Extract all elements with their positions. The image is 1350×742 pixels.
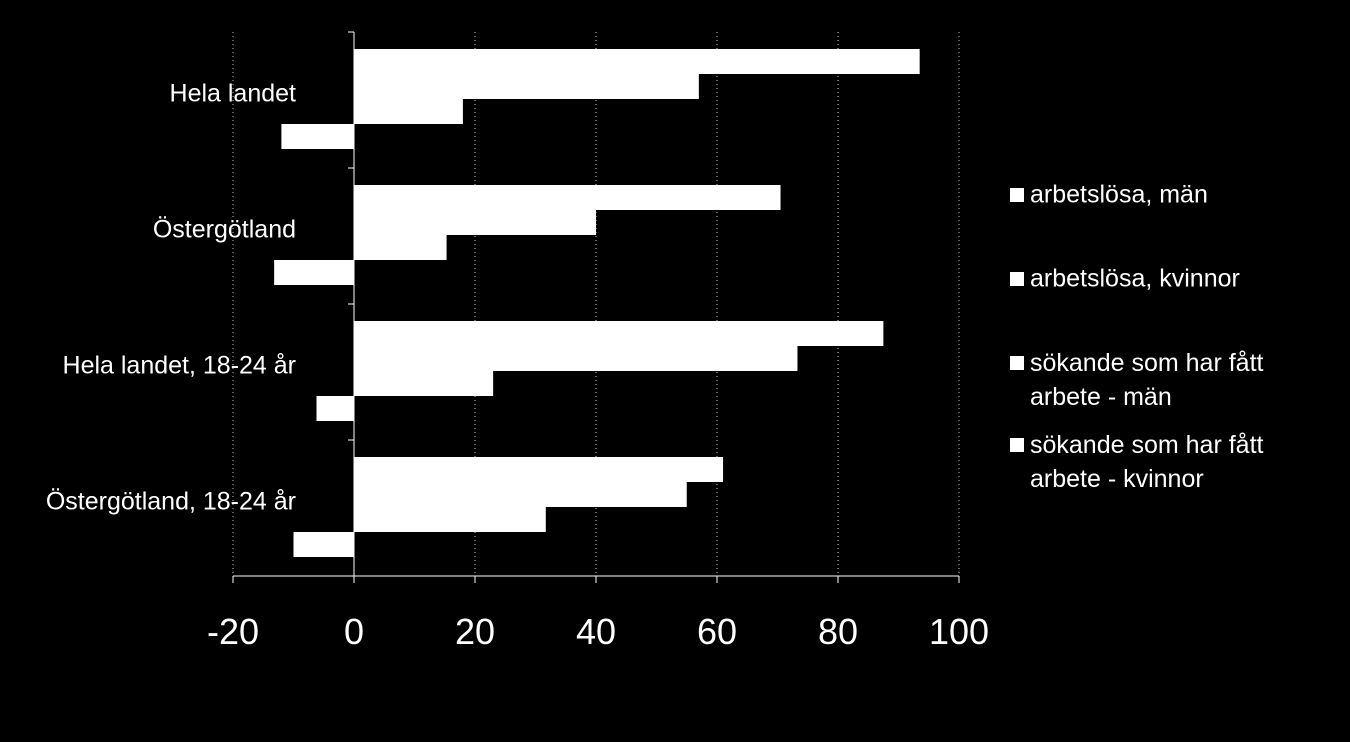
legend-label: arbetslösa, män [1030, 181, 1208, 209]
bar [354, 321, 884, 346]
bar [354, 457, 724, 482]
legend-label: sökande som har fått arbete - män [1030, 349, 1264, 411]
x-tick-label: -20 [207, 611, 259, 652]
bar [274, 260, 354, 285]
x-tick-label: 40 [576, 611, 616, 652]
axis-layer [232, 31, 960, 583]
bar [293, 532, 354, 557]
legend-swatch [1010, 356, 1024, 370]
bar [281, 124, 354, 149]
legend-swatch [1010, 438, 1024, 452]
x-tick-label: 60 [697, 611, 737, 652]
bar [354, 482, 687, 507]
bar [354, 235, 447, 260]
grid-layer [232, 32, 960, 576]
bar [316, 396, 354, 421]
bar [354, 346, 798, 371]
bar [354, 49, 920, 74]
legend-label: sökande som har fått arbete - kvinnor [1030, 431, 1264, 493]
category-label: Hela landet [170, 80, 297, 108]
bar [354, 99, 463, 124]
legend: arbetslösa, män arbetslösa, kvinnor sökand… [1010, 181, 1264, 493]
bars-layer [274, 49, 920, 557]
category-label: Östergötland [153, 216, 296, 244]
legend-swatch [1010, 188, 1024, 202]
bar [354, 210, 596, 235]
bar [354, 507, 546, 532]
x-tick-label: 20 [455, 611, 495, 652]
category-label: Östergötland, 18-24 år [46, 488, 296, 516]
x-tick-label: 100 [929, 611, 989, 652]
bar [354, 74, 699, 99]
legend-label: arbetslösa, kvinnor [1030, 265, 1240, 293]
bar [354, 371, 494, 396]
x-tick-label: 0 [344, 611, 364, 652]
category-label: Hela landet, 18-24 år [63, 352, 296, 380]
x-tick-label: 80 [818, 611, 858, 652]
legend-swatch [1010, 272, 1024, 286]
bar [354, 185, 781, 210]
category-labels: Hela landet Östergötland Hela landet, 18-2… [46, 80, 296, 516]
x-tick-labels: -20 0 20 40 60 80 100 [207, 611, 989, 652]
